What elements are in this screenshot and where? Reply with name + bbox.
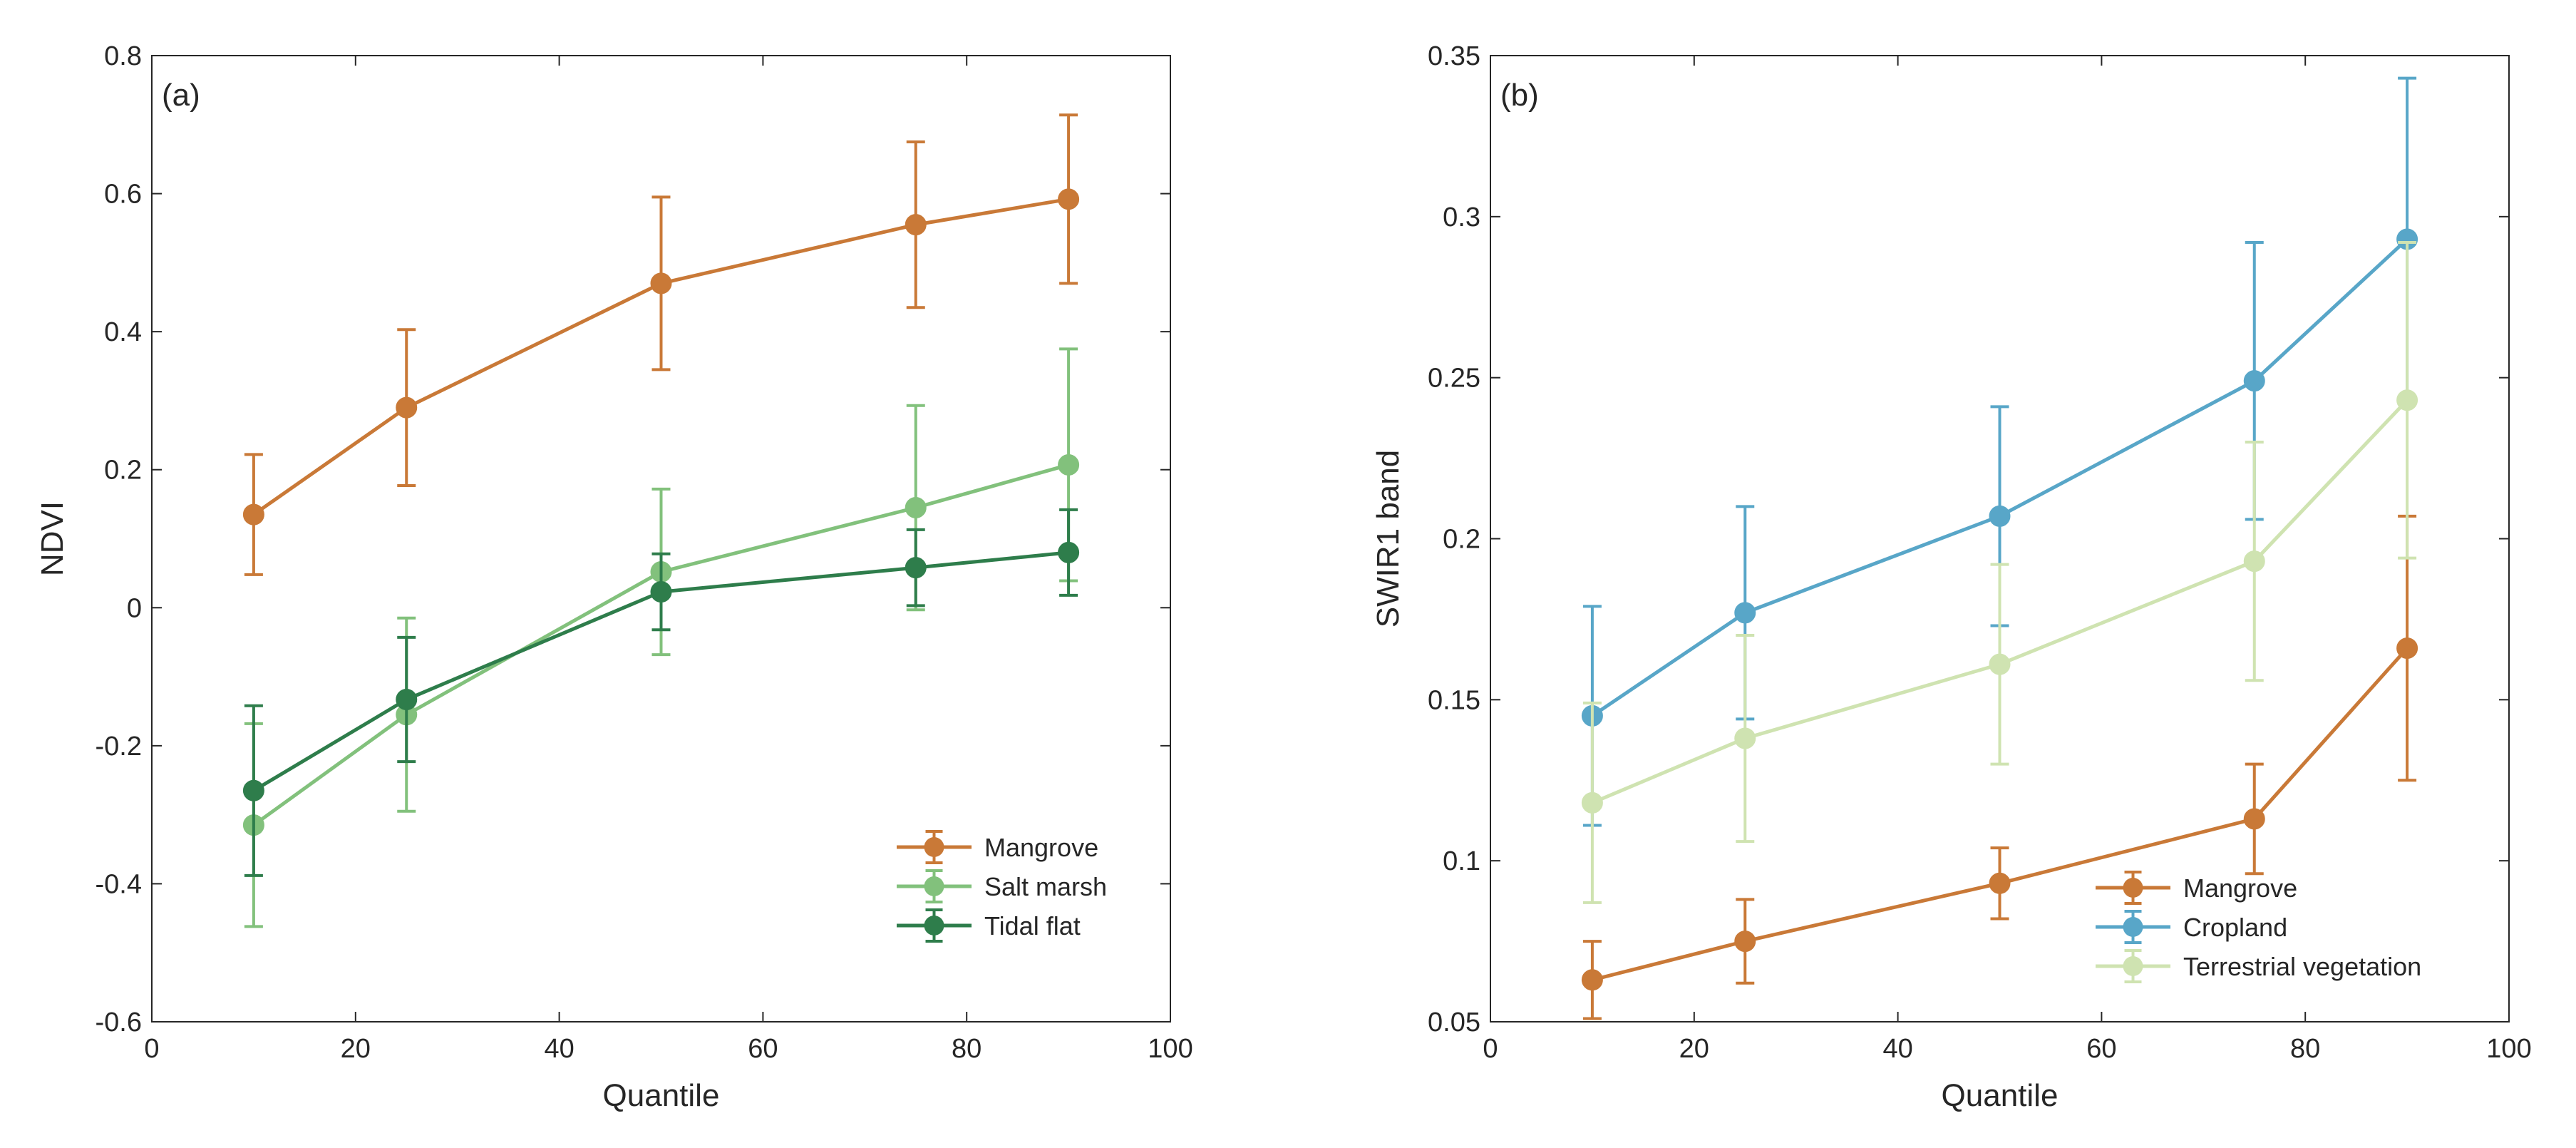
panel-b: 0 20 40 60 80 100 0.05 0.1 0.15 0.2 0.25 0.3 0.35 Qua… <box>1371 41 2532 1113</box>
legend-label: Cropland <box>2183 913 2287 942</box>
panel-a: 0 20 40 60 80 100 -0.6 -0.4 -0.2 0 0.2 0.4 0.6 0.8 Qua… <box>35 41 1193 1113</box>
y-tick-label: 0.2 <box>104 456 142 486</box>
data-point <box>1734 727 1756 749</box>
y-axis-label: NDVI <box>35 501 70 576</box>
legend-label: Terrestrial vegetation <box>2183 952 2421 981</box>
y-tick-label: -0.4 <box>96 869 142 899</box>
y-tick-label: 0.3 <box>1443 203 1480 232</box>
y-tick-label: 0.15 <box>1428 685 1480 715</box>
data-point <box>1058 541 1080 563</box>
x-axis-label: Quantile <box>603 1078 720 1113</box>
data-point <box>650 581 672 603</box>
legend-label: Tidal flat <box>984 911 1081 941</box>
series-terrestrial-vegetation <box>1581 240 2418 904</box>
y-tick-label: 0.8 <box>104 41 142 71</box>
data-point <box>1058 188 1080 210</box>
x-tick-label: 60 <box>748 1034 778 1064</box>
data-point <box>2396 389 2418 411</box>
y-tick-label: -0.6 <box>96 1008 142 1037</box>
data-point <box>1989 505 2011 527</box>
series-tidal-flat <box>242 508 1080 877</box>
legend-label: Salt marsh <box>984 872 1107 901</box>
x-tick-label: 100 <box>1148 1034 1192 1064</box>
legend-marker <box>2123 878 2143 898</box>
y-tick-label: 0.25 <box>1428 364 1480 394</box>
legend-marker <box>924 916 944 936</box>
legend-marker <box>2123 956 2143 976</box>
x-tick-label: 0 <box>144 1034 159 1064</box>
data-point <box>396 396 418 419</box>
x-tick-label: 80 <box>2290 1034 2320 1064</box>
axes-box <box>151 55 1171 1023</box>
data-point <box>1989 653 2011 675</box>
data-point <box>1581 969 1603 991</box>
data-point <box>905 214 927 236</box>
data-point <box>242 779 264 801</box>
x-tick-label: 40 <box>1882 1034 1912 1064</box>
data-point <box>905 496 927 518</box>
y-tick-label: 0.4 <box>104 317 142 347</box>
x-tick-label: 20 <box>341 1034 371 1064</box>
legend: Mangrove Salt marsh Tidal flat <box>897 830 1107 943</box>
legend-label: Mangrove <box>984 833 1098 862</box>
x-tick-label: 60 <box>2086 1034 2116 1064</box>
x-tick-label: 80 <box>952 1034 982 1064</box>
legend-marker <box>924 876 944 896</box>
data-point <box>2396 637 2418 660</box>
series-mangrove <box>242 113 1080 576</box>
legend-marker <box>2123 917 2143 937</box>
data-point <box>396 689 418 711</box>
data-point <box>650 272 672 294</box>
y-axis-label: SWIR1 band <box>1371 450 1406 627</box>
panel-label: (b) <box>1500 78 1539 113</box>
data-point <box>2243 550 2265 573</box>
data-point <box>242 503 264 526</box>
data-point <box>905 557 927 579</box>
data-point <box>1734 602 1756 624</box>
y-tick-label: 0.05 <box>1428 1008 1480 1037</box>
data-point <box>1581 791 1603 814</box>
data-point <box>1734 931 1756 953</box>
data-point <box>1989 872 2011 894</box>
x-tick-label: 20 <box>1679 1034 1709 1064</box>
x-tick-label: 0 <box>1483 1034 1498 1064</box>
legend: Mangrove Cropland Terrestrial vegetation <box>2096 871 2421 983</box>
y-tick-label: 0.6 <box>104 180 142 210</box>
data-point <box>2243 808 2265 830</box>
y-tick-label: 0.35 <box>1428 41 1480 71</box>
legend-marker <box>924 837 944 857</box>
series-mangrove <box>1581 514 2418 1020</box>
data-point <box>2243 370 2265 392</box>
y-tick-label: 0.1 <box>1443 846 1480 876</box>
legend-label: Mangrove <box>2183 873 2297 903</box>
y-tick-label: 0.2 <box>1443 525 1480 555</box>
x-axis-label: Quantile <box>1942 1078 2059 1113</box>
data-point <box>1058 453 1080 476</box>
x-tick-label: 40 <box>544 1034 574 1064</box>
y-tick-label: 0 <box>127 593 142 623</box>
y-tick-label: -0.2 <box>96 732 142 762</box>
panel-label: (a) <box>162 78 200 113</box>
x-tick-label: 100 <box>2486 1034 2531 1064</box>
